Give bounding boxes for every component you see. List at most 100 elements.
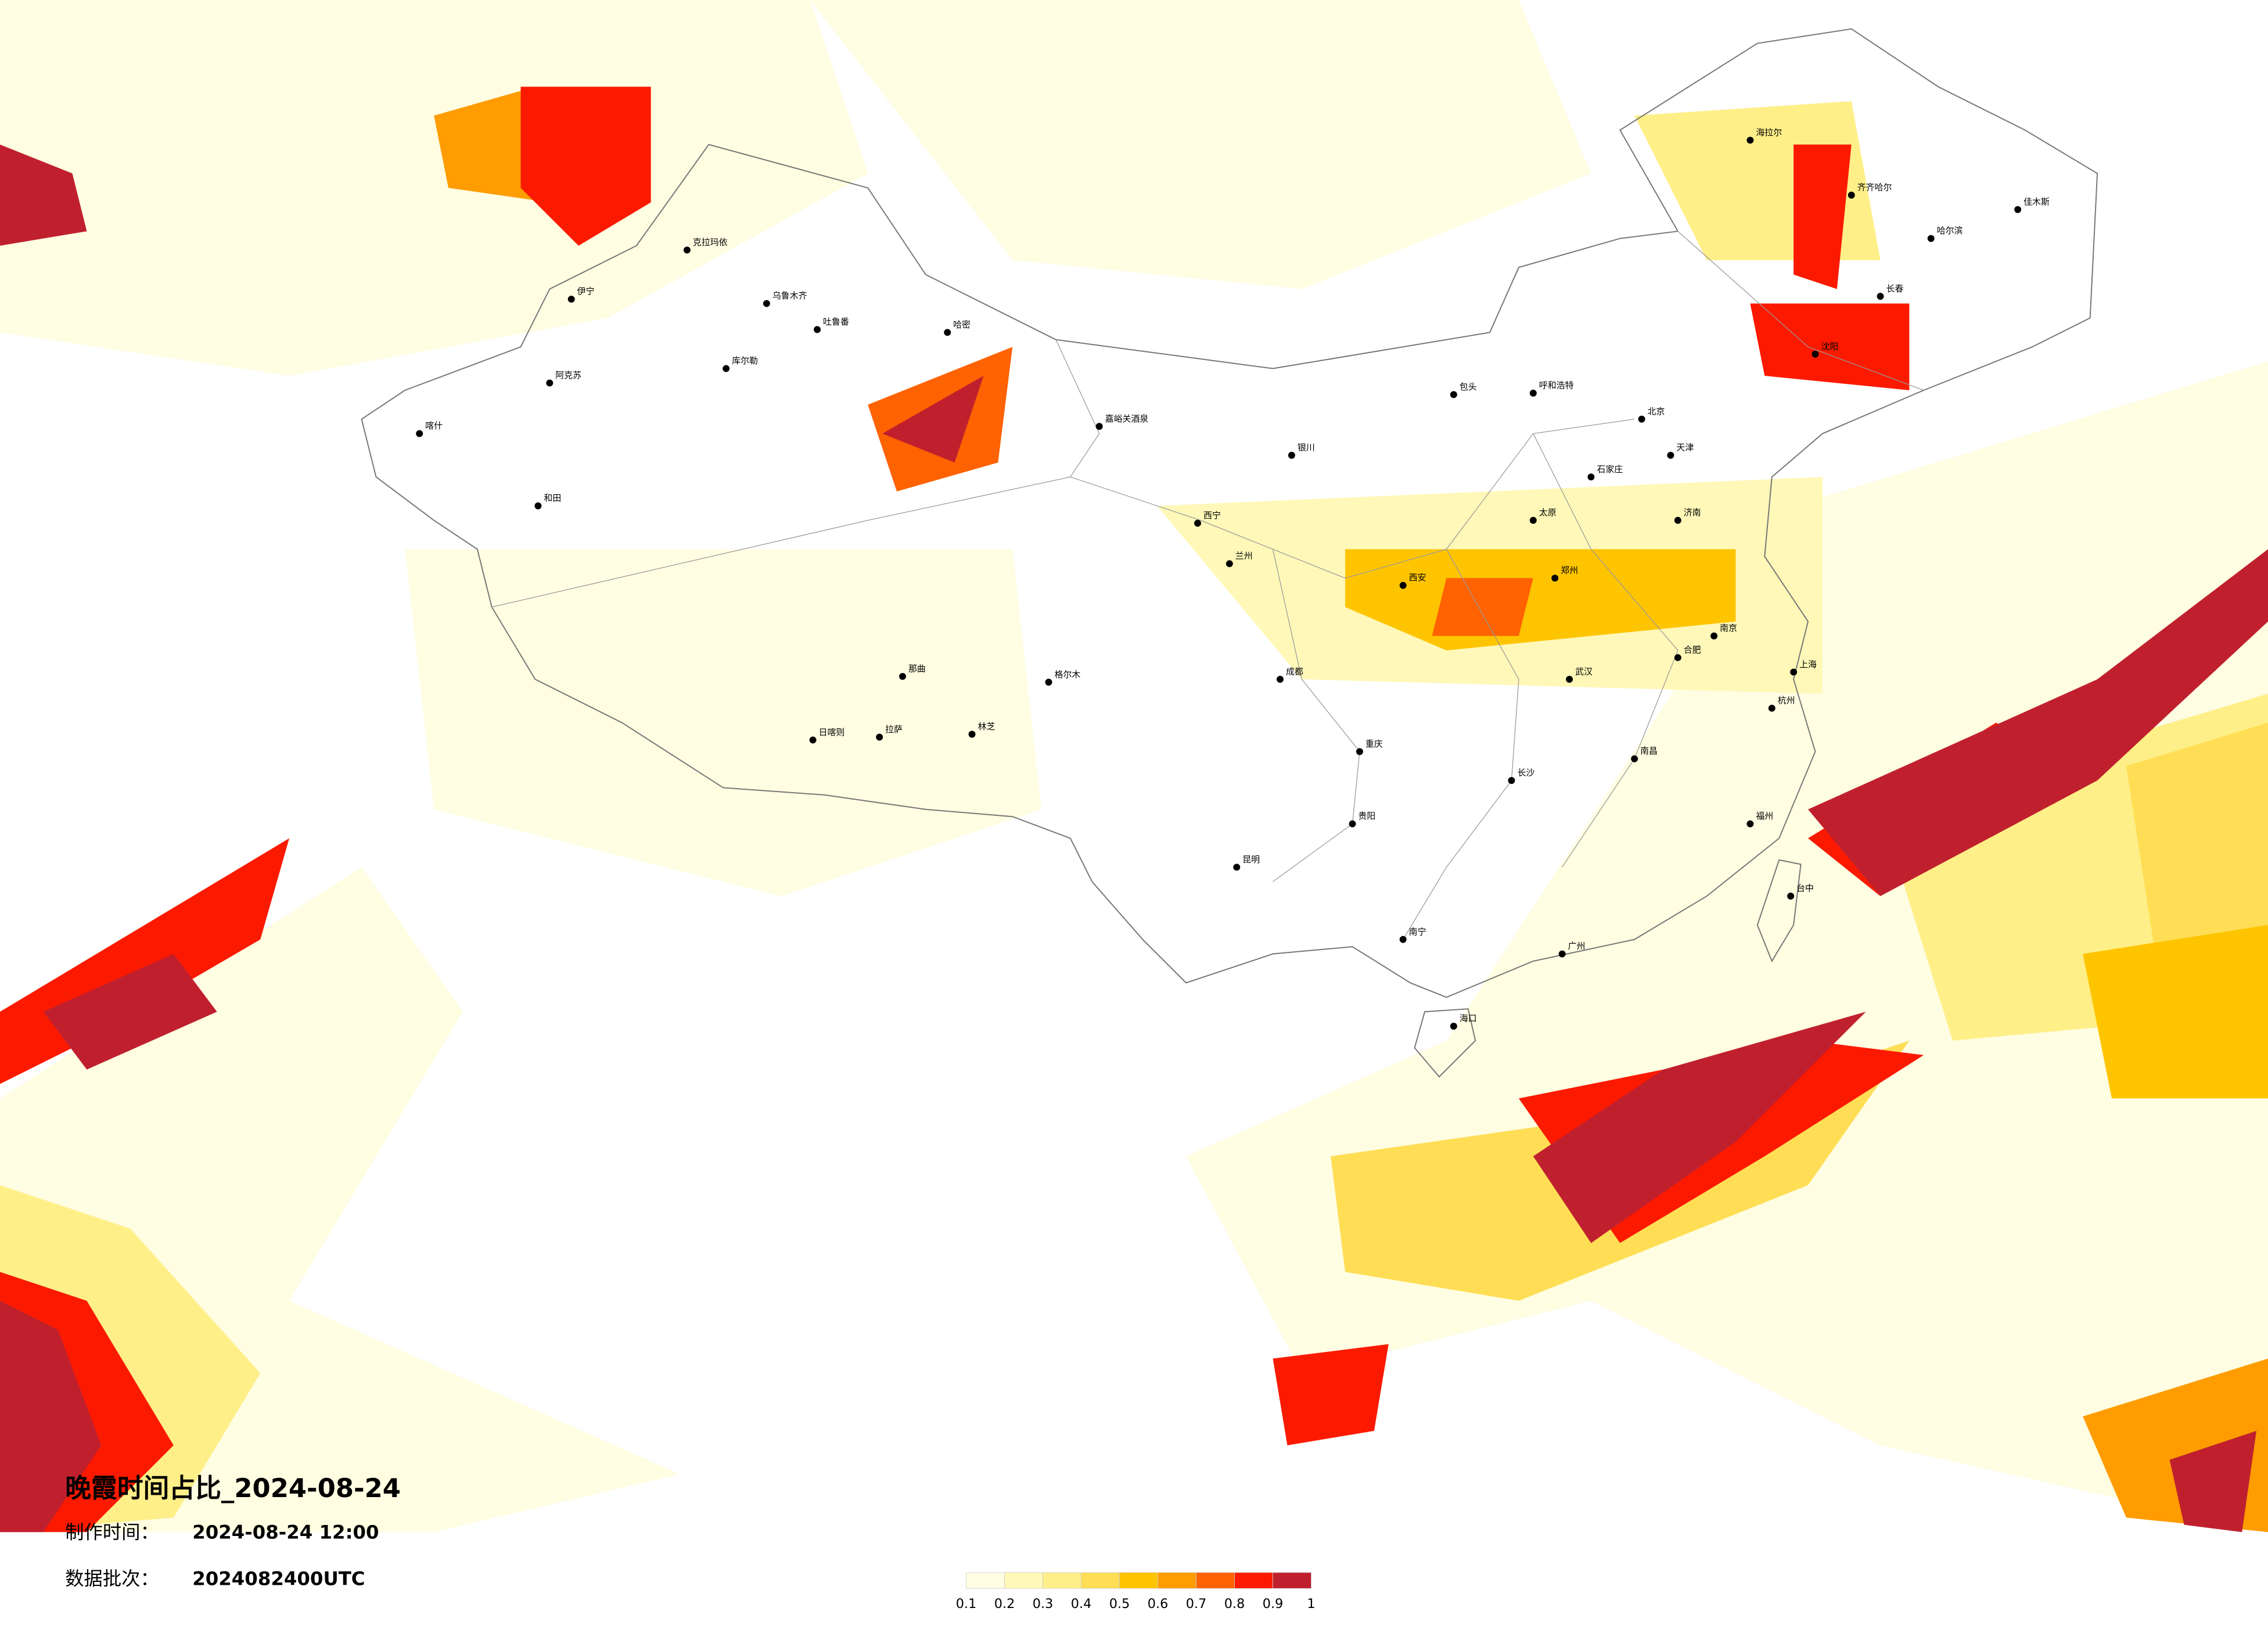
city-dot xyxy=(1288,452,1295,459)
city-dot xyxy=(1277,675,1284,683)
colorbar-tick-label: 0.1 xyxy=(956,1596,977,1611)
city-dot xyxy=(968,731,976,738)
batch-id: 2024082400UTC xyxy=(192,1567,365,1589)
colorbar-swatch xyxy=(1081,1572,1120,1589)
colorbar-tick-label: 0.6 xyxy=(1148,1596,1169,1611)
city-dot xyxy=(1194,520,1202,527)
cloud-area xyxy=(882,376,984,463)
city-dot xyxy=(1399,582,1407,589)
city-dot xyxy=(1529,517,1537,524)
city-label: 北京 xyxy=(1648,406,1665,416)
city-label: 合肥 xyxy=(1684,645,1701,655)
city-label: 台中 xyxy=(1796,883,1814,894)
city-label: 喀什 xyxy=(425,420,443,431)
city-label: 乌鲁木齐 xyxy=(772,290,807,301)
city-label: 天津 xyxy=(1676,443,1694,453)
city-dot xyxy=(567,296,575,303)
city-label: 银川 xyxy=(1297,443,1315,453)
city-dot xyxy=(1768,704,1775,712)
colorbar-tick-label: 0.4 xyxy=(1071,1596,1092,1611)
city-label: 长沙 xyxy=(1517,768,1534,778)
cloud-area xyxy=(1793,144,1852,289)
city-dot xyxy=(1558,950,1566,958)
cloud-area xyxy=(520,87,651,246)
colorbar-tick-label: 0.7 xyxy=(1186,1596,1207,1611)
production-label: 制作时间： xyxy=(65,1521,159,1544)
city-label: 南宁 xyxy=(1409,926,1426,937)
city-dot xyxy=(1790,668,1798,676)
city-label: 武汉 xyxy=(1575,666,1593,677)
city-dot xyxy=(1450,1023,1457,1030)
city-dot xyxy=(723,365,730,372)
cloud-area xyxy=(43,954,217,1070)
city-label: 吐鲁番 xyxy=(823,316,849,327)
colorbar-tick-label: 0.8 xyxy=(1224,1596,1245,1611)
colorbar-swatch xyxy=(1158,1572,1196,1589)
city-label: 日喀则 xyxy=(819,727,845,738)
city-label: 西宁 xyxy=(1203,510,1221,521)
country-outline xyxy=(361,28,2098,1078)
city-dot xyxy=(1848,192,1855,199)
cloud-area xyxy=(405,549,1042,897)
city-label: 上海 xyxy=(1799,659,1817,670)
city-label: 克拉玛依 xyxy=(693,237,728,247)
city-dot xyxy=(1746,136,1754,144)
city-label: 呼和浩特 xyxy=(1539,380,1574,391)
cloud-area xyxy=(1808,549,2268,897)
city-label: 那曲 xyxy=(908,663,926,674)
city-dot xyxy=(899,672,907,680)
city-label: 太原 xyxy=(1539,508,1557,518)
cloud-area xyxy=(2126,722,2268,954)
city-dot xyxy=(1233,864,1241,871)
colorbar-swatch xyxy=(1196,1572,1235,1589)
city-dot xyxy=(1674,654,1681,661)
city-dot xyxy=(1399,936,1407,943)
city-label: 兰州 xyxy=(1235,551,1253,561)
production-time: 2024-08-24 12:00 xyxy=(192,1521,379,1544)
city-dot xyxy=(1710,632,1718,640)
city-label: 哈尔滨 xyxy=(1937,225,1963,236)
city-label: 济南 xyxy=(1684,508,1701,518)
city-label: 沈阳 xyxy=(1821,341,1838,351)
city-label: 和田 xyxy=(544,493,561,503)
city-dot xyxy=(944,329,951,336)
city-label: 阿克苏 xyxy=(555,370,581,380)
colorbar-swatch xyxy=(966,1572,1005,1589)
city-dot xyxy=(1667,452,1674,459)
cloud-area xyxy=(2083,924,2268,1099)
city-dot xyxy=(1787,893,1795,900)
city-dot xyxy=(1349,820,1356,828)
city-dot xyxy=(416,430,423,437)
city-dot xyxy=(1450,391,1457,398)
city-dot xyxy=(534,502,542,510)
colorbar-swatch xyxy=(1004,1572,1043,1589)
city-label: 哈密 xyxy=(953,319,971,330)
city-dot xyxy=(683,246,691,254)
city-dot xyxy=(1587,473,1595,481)
city-label: 成都 xyxy=(1286,666,1303,677)
city-dot xyxy=(1877,293,1884,300)
city-dot xyxy=(763,300,770,307)
city-dot xyxy=(876,733,883,741)
colorbar-tick-label: 1 xyxy=(1307,1596,1315,1611)
colorbar-tick-label: 0.5 xyxy=(1109,1596,1130,1611)
cloud-area xyxy=(1533,1012,1866,1243)
colorbar: 0.1 0.2 0.3 0.4 0.5 0.6 0.7 0.8 0.9 1 xyxy=(956,1572,1315,1611)
city-dot xyxy=(1631,755,1638,762)
city-label: 包头 xyxy=(1460,382,1477,392)
city-dot xyxy=(546,379,553,387)
city-label: 库尔勒 xyxy=(732,355,758,366)
city-label: 福州 xyxy=(1756,811,1773,821)
cloud-area xyxy=(0,144,87,246)
cloud-area xyxy=(0,0,868,376)
city-label: 南京 xyxy=(1720,623,1737,634)
batch-label: 数据批次： xyxy=(65,1567,159,1589)
city-label: 郑州 xyxy=(1561,565,1578,575)
cloud-area xyxy=(1750,303,1910,390)
city-dot xyxy=(1356,748,1363,756)
city-label: 佳木斯 xyxy=(2023,196,2050,207)
city-label: 杭州 xyxy=(1778,695,1795,706)
city-label: 重庆 xyxy=(1365,739,1383,749)
